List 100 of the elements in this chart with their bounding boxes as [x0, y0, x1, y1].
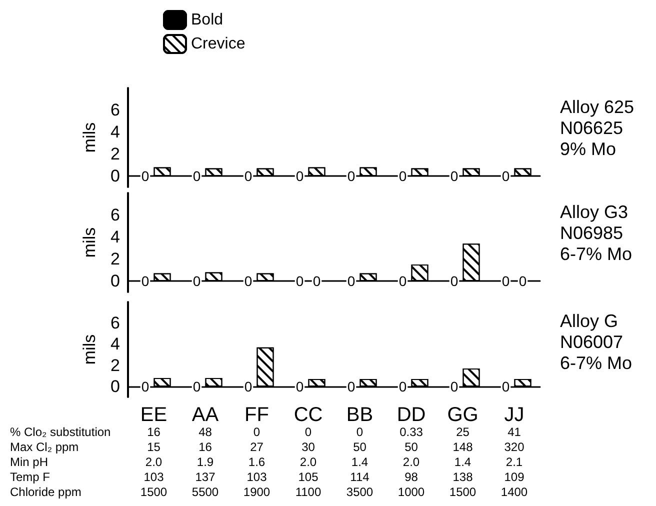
text: N06007 — [560, 332, 624, 352]
y-tick-label: 6 — [110, 314, 120, 333]
data-label: 0 — [141, 273, 150, 289]
y-axis-title: mils — [80, 122, 99, 153]
text: 98 — [404, 470, 418, 484]
y-tick-label: 6 — [110, 100, 120, 120]
x-tick-label: BB — [346, 404, 374, 426]
text: 48 — [198, 425, 212, 439]
y-tick-label: 2 — [110, 356, 120, 375]
category-label: Max Cl₂ ppm — [10, 440, 79, 454]
data-label: 0 — [398, 168, 407, 184]
y-tick-label: 0 — [110, 166, 120, 186]
category-label: Min pH — [10, 455, 48, 469]
text: 27 — [250, 440, 264, 454]
text: 2.1 — [506, 455, 523, 469]
text: 50 — [353, 440, 366, 454]
text: 2.0 — [300, 455, 317, 469]
data-label: 0 — [192, 378, 201, 394]
category-label: Temp F — [10, 470, 50, 484]
text: 137 — [195, 470, 216, 484]
text: 0 — [253, 425, 260, 439]
y-tick-label: 4 — [110, 334, 120, 354]
data-label: 0 — [347, 378, 356, 394]
x-tick-label: DD — [396, 404, 426, 426]
legend-label: Bold — [191, 12, 224, 28]
data-label: 0 — [398, 273, 407, 289]
x-tick-label: JJ — [504, 404, 524, 426]
text: 0.33 — [400, 425, 423, 439]
data-label: 0 — [244, 168, 252, 184]
text: 16 — [198, 440, 212, 454]
text: 6-7% Mo — [560, 244, 632, 264]
data-label: 0 — [244, 273, 252, 289]
data-label: 0 — [450, 273, 458, 289]
data-label: 0 — [518, 273, 527, 289]
data-label: 0 — [502, 273, 510, 289]
data-label: 0 — [347, 168, 356, 184]
y-axis-title: mils — [80, 334, 99, 365]
text: 1.4 — [351, 455, 368, 469]
x-tick-label: FF — [244, 404, 269, 426]
data-label: 0 — [450, 168, 458, 184]
text: 138 — [452, 470, 473, 484]
legend-label: Crevice — [191, 36, 246, 52]
y-axis-title: mils — [80, 227, 99, 258]
text: 41 — [508, 425, 521, 439]
text: 3500 — [346, 485, 374, 499]
category-label: % Clo₂ substitution — [10, 425, 111, 439]
y-tick-label: 0 — [110, 376, 120, 396]
data-label: 0 — [296, 168, 304, 184]
text: 320 — [504, 440, 524, 454]
data-label: 0 — [347, 273, 356, 289]
text: 6-7% Mo — [560, 353, 632, 373]
x-tick-label: CC — [294, 404, 323, 426]
data-label: 0 — [502, 378, 510, 394]
text: 2.0 — [402, 455, 420, 469]
y-tick-label: 2 — [110, 144, 120, 164]
text: 1.4 — [454, 455, 472, 469]
text: 15 — [147, 440, 160, 454]
data-label: 0 — [312, 273, 321, 289]
y-tick-label: 4 — [110, 228, 120, 246]
text: 109 — [504, 470, 524, 484]
text: 50 — [404, 440, 418, 454]
text: 0 — [356, 425, 364, 439]
data-label: 0 — [296, 273, 304, 289]
category-label: Chloride ppm — [10, 485, 82, 499]
text: Alloy G — [560, 311, 618, 331]
text: 1500 — [140, 485, 168, 499]
data-label: 0 — [141, 168, 150, 184]
y-tick-label: 6 — [110, 206, 120, 224]
text: N06625 — [560, 118, 624, 138]
text: Alloy G3 — [560, 202, 628, 222]
text: 1500 — [449, 485, 476, 499]
data-label: 0 — [192, 168, 201, 184]
text: 114 — [350, 470, 370, 484]
x-tick-label: GG — [447, 404, 478, 426]
text: 25 — [456, 425, 470, 439]
x-tick-label: AA — [192, 404, 220, 426]
y-tick-label: 4 — [110, 122, 120, 142]
text: 148 — [452, 440, 473, 454]
text: 30 — [302, 440, 315, 454]
y-tick-label: 2 — [110, 250, 120, 268]
y-tick-label: 0 — [110, 272, 120, 290]
text: 9% Mo — [560, 139, 616, 159]
data-label: 0 — [398, 378, 407, 394]
data-label: 0 — [141, 378, 150, 394]
text: 5500 — [192, 485, 219, 499]
text: 1.6 — [248, 455, 266, 469]
text: 1400 — [500, 485, 528, 499]
data-label: 0 — [502, 168, 510, 184]
text: 1.9 — [196, 455, 214, 469]
text: 103 — [144, 470, 164, 484]
text: 0 — [304, 425, 312, 439]
x-tick-label: EE — [140, 404, 168, 426]
text: 2.0 — [145, 455, 162, 469]
data-label: 0 — [244, 378, 252, 394]
text: 1100 — [295, 485, 322, 499]
text: 1000 — [398, 485, 425, 499]
text: Alloy 625 — [560, 97, 634, 117]
data-label: 0 — [192, 273, 201, 289]
data-label: 0 — [296, 378, 304, 394]
text: 103 — [246, 470, 267, 484]
